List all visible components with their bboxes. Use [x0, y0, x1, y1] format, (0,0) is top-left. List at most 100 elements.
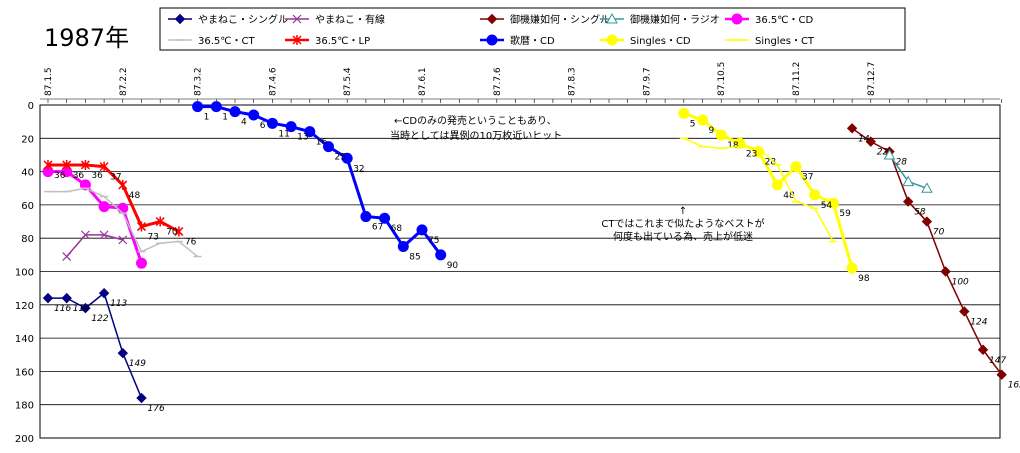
data-point: [117, 202, 129, 214]
legend-label: 歌暦・CD: [510, 34, 555, 47]
data-point: [846, 262, 858, 274]
data-point: [959, 306, 970, 317]
data-label: 70: [166, 228, 178, 238]
data-point: [79, 179, 91, 191]
legend-label: やまねこ・有線: [315, 13, 385, 26]
x-tick-label: 87.4.6: [268, 67, 278, 96]
data-point: [210, 101, 222, 113]
data-label: 5: [690, 119, 696, 129]
data-label: 116: [54, 304, 71, 314]
legend: やまねこ・シングル やまねこ・有線 御機嫌如何・シングル 御機嫌如何・ラジオ 36.5℃…: [159, 7, 906, 51]
data-point: [174, 13, 186, 25]
data-label: 23: [746, 149, 757, 159]
legend-item: 歌暦・CD: [480, 34, 555, 47]
data-point: [678, 107, 690, 119]
y-tick-label: 200: [15, 434, 34, 445]
data-label: 37: [802, 173, 813, 183]
data-label: 73: [148, 233, 159, 243]
data-point: [827, 197, 839, 209]
annotation-text: ↑: [679, 206, 687, 217]
y-tick-label: 80: [21, 234, 34, 245]
y-tick-label: 40: [21, 168, 34, 179]
series-2: 14 22 28 58 70 100 124 147 162: [846, 123, 1020, 391]
data-point: [809, 189, 821, 201]
data-label: 11: [278, 129, 289, 139]
data-point: [117, 347, 129, 359]
data-point: [99, 230, 109, 240]
legend-item: Singles・CT: [725, 36, 815, 47]
x-tick-label: 87.10.5: [717, 62, 727, 96]
data-point: [715, 129, 727, 141]
data-point: [921, 216, 933, 227]
y-tick-label: 20: [21, 134, 34, 145]
data-point: [883, 148, 896, 160]
legend-label: やまねこ・シングル: [198, 13, 288, 26]
data-point: [397, 241, 409, 253]
data-point: [940, 266, 951, 277]
data-label: 67: [372, 223, 383, 233]
data-label: 16: [316, 138, 328, 148]
data-point: [118, 179, 128, 190]
data-label: 28: [765, 158, 777, 168]
chart-title: 1987年: [44, 24, 129, 52]
data-label: 13: [297, 133, 308, 143]
series-line: [197, 105, 442, 256]
x-tick-label: 87.3.2: [194, 67, 204, 96]
x-tick-label: 87.1.5: [44, 67, 54, 96]
data-label: 122: [91, 314, 108, 324]
data-label: 75: [428, 236, 439, 246]
data-point: [606, 34, 618, 46]
data-point: [379, 212, 391, 224]
data-label: 14: [858, 134, 870, 144]
x-axis: 87.1.5 87.2.2 87.3.2 87.4.6 87.5.4 87.6.1 87.7…: [44, 62, 877, 96]
data-label: 37: [110, 173, 121, 183]
data-label: 59: [839, 209, 851, 219]
data-point: [606, 12, 618, 24]
series-3: [883, 148, 933, 193]
data-label: 162: [1008, 381, 1020, 391]
data-point: [977, 344, 989, 355]
y-tick-label: 100: [15, 268, 34, 279]
y-tick-label: 180: [15, 401, 34, 412]
y-tick-label: 60: [21, 201, 34, 212]
data-point: [902, 196, 914, 207]
data-point: [486, 34, 498, 46]
legend-item: 36.5℃・CT: [168, 36, 255, 47]
data-point: [98, 201, 110, 213]
data-label: 176: [148, 404, 165, 414]
data-point: [416, 224, 428, 236]
data-point: [174, 226, 184, 237]
data-point: [80, 230, 90, 240]
data-label: 36: [54, 171, 66, 181]
legend-label: 36.5℃・CD: [755, 15, 813, 26]
annotations: ←CDのみの発売ということもあり、当時としては異例の10万枚近いヒット ↑CTでは…: [390, 114, 765, 243]
data-label: 9: [709, 126, 715, 136]
data-point: [266, 117, 278, 129]
data-point: [292, 35, 302, 45]
data-point: [790, 161, 802, 173]
data-point: [285, 121, 297, 133]
data-point: [62, 252, 72, 261]
x-tick-label: 87.8.3: [568, 67, 578, 96]
series-line: [66, 234, 123, 258]
series-4: [42, 166, 147, 269]
data-point: [136, 221, 147, 232]
data-label: 124: [970, 317, 987, 327]
data-label: 90: [447, 261, 459, 271]
data-label: 85: [409, 253, 420, 263]
data-label: 1: [222, 113, 228, 123]
series-9: [679, 137, 838, 243]
legend-item: Singles・CD: [600, 34, 691, 47]
x-tick-label: 87.11.2: [792, 62, 802, 96]
grid: [39, 98, 1003, 439]
data-label: 149: [129, 359, 146, 369]
data-label: 28: [896, 158, 908, 168]
data-point: [136, 392, 147, 404]
series-5: [44, 187, 202, 258]
data-point: [248, 109, 260, 121]
y-tick-label: 160: [15, 367, 34, 378]
plot-area: 1161161221131491761422285870100124147162…: [42, 101, 1020, 414]
